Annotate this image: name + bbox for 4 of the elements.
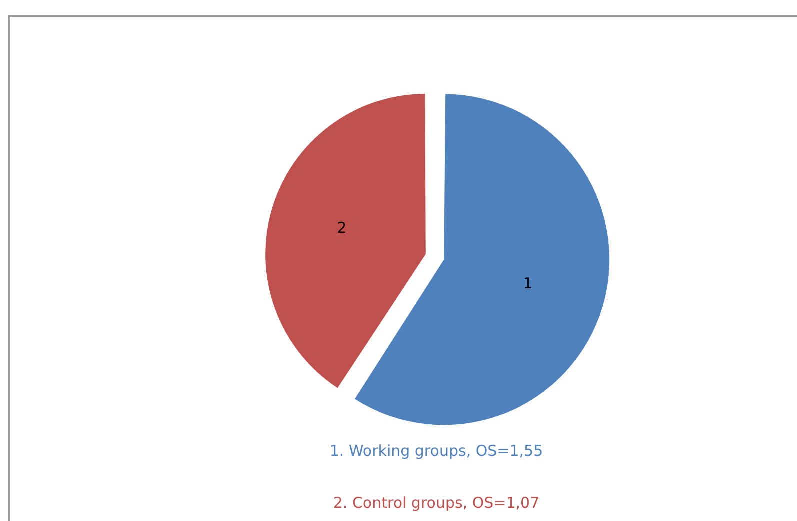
slice-label: 2 [337,219,347,238]
text: 2. Control groups, OS=1,07 [332,494,541,512]
slice-label: 1 [523,274,533,293]
text: 1. Working groups, OS=1,55 [328,442,544,460]
